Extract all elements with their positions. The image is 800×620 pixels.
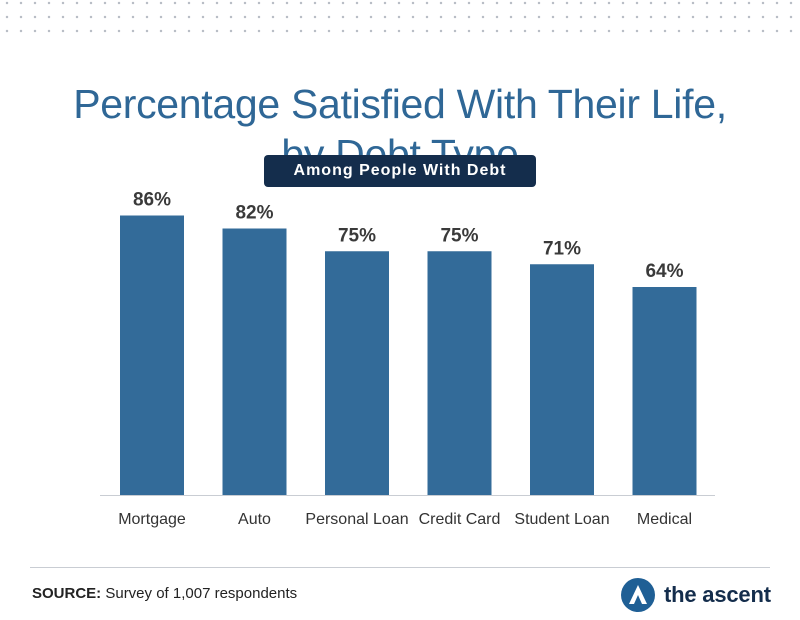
data-label: 71%: [543, 238, 581, 259]
brand-name: the ascent: [664, 582, 771, 607]
x-tick-label: Credit Card: [419, 511, 501, 528]
data-label: 75%: [440, 225, 478, 246]
data-label: 86%: [133, 190, 171, 211]
x-tick-label: Mortgage: [118, 511, 186, 528]
chart-title: Percentage Satisfied With Their Life, by…: [0, 79, 800, 179]
footer-divider: [30, 567, 770, 568]
bar-mortgage: [120, 215, 184, 495]
x-tick-label: Personal Loan: [305, 511, 408, 528]
x-tick-label: Student Loan: [514, 511, 609, 528]
source-text: Survey of 1,007 respondents: [105, 585, 298, 602]
bar-medical: [632, 287, 697, 495]
source-label: SOURCE:: [32, 585, 102, 602]
x-tick-label: Auto: [238, 511, 271, 528]
bar-student-loan: [530, 264, 594, 495]
source-note: SOURCE: Survey of 1,007 respondents: [32, 585, 297, 602]
subtitle-badge: Among People With Debt: [264, 155, 536, 187]
bar-credit-card: [427, 251, 492, 495]
dotted-pattern: [0, 0, 800, 34]
ascent-logo-icon: [621, 578, 655, 612]
x-tick-label: Medical: [637, 511, 692, 528]
data-label: 75%: [338, 225, 376, 246]
bar-personal-loan: [325, 251, 389, 495]
data-label: 64%: [645, 261, 683, 282]
bar-auto: [222, 228, 287, 495]
data-label: 82%: [235, 203, 273, 224]
brand-logo: the ascent: [620, 575, 771, 615]
chart-title-line1: Percentage Satisfied With Their Life,: [73, 81, 727, 128]
